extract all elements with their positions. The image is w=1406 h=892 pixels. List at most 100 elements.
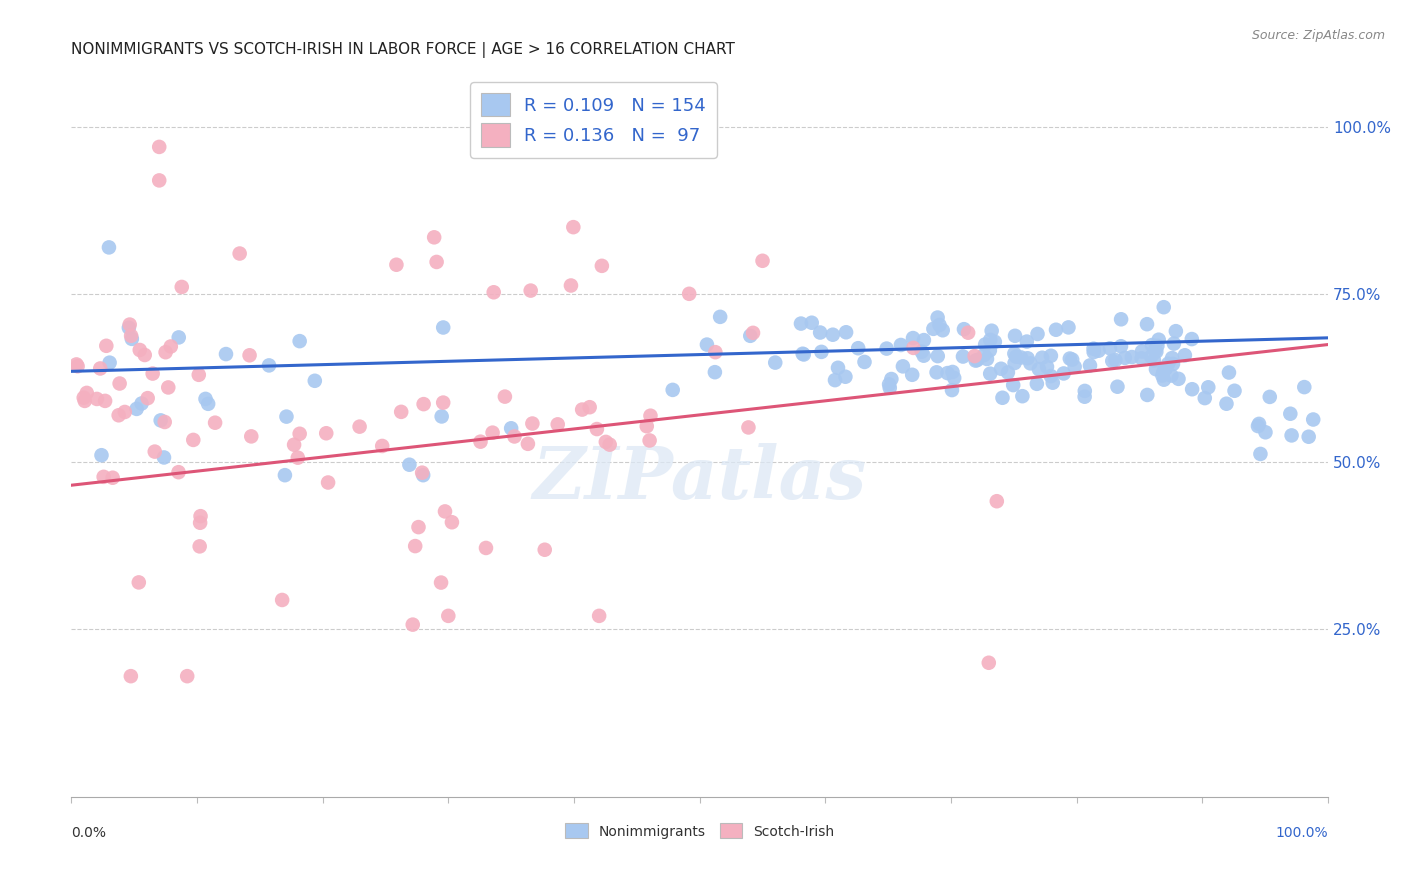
Point bbox=[835, 325, 858, 339]
Point bbox=[1083, 345, 1105, 359]
Point bbox=[1140, 350, 1163, 364]
Point bbox=[1249, 447, 1271, 461]
Point bbox=[142, 367, 165, 381]
Point bbox=[159, 339, 181, 353]
Point bbox=[911, 344, 934, 359]
Point bbox=[901, 368, 924, 382]
Point bbox=[599, 437, 621, 451]
Point bbox=[562, 220, 585, 235]
Point bbox=[1121, 350, 1143, 364]
Point bbox=[792, 347, 814, 361]
Point bbox=[155, 345, 177, 359]
Point bbox=[595, 434, 617, 449]
Point bbox=[1098, 341, 1121, 355]
Point bbox=[1073, 390, 1095, 404]
Point bbox=[187, 368, 209, 382]
Point bbox=[148, 140, 170, 154]
Point bbox=[430, 409, 453, 424]
Point bbox=[1163, 336, 1185, 351]
Point bbox=[398, 458, 420, 472]
Point bbox=[1042, 376, 1064, 390]
Point bbox=[118, 318, 141, 332]
Point bbox=[1197, 380, 1219, 394]
Point bbox=[901, 331, 924, 345]
Point bbox=[1254, 425, 1277, 440]
Point bbox=[965, 353, 987, 368]
Point bbox=[426, 255, 449, 269]
Point bbox=[876, 342, 898, 356]
Point bbox=[810, 344, 832, 359]
Point bbox=[974, 337, 997, 351]
Point bbox=[1302, 412, 1324, 426]
Point bbox=[927, 310, 949, 325]
Point bbox=[976, 351, 998, 366]
Legend: Nonimmigrants, Scotch-Irish: Nonimmigrants, Scotch-Irish bbox=[560, 818, 839, 844]
Point bbox=[481, 425, 503, 440]
Point bbox=[149, 413, 172, 427]
Point bbox=[751, 253, 773, 268]
Point bbox=[742, 326, 765, 340]
Point bbox=[853, 355, 876, 369]
Point bbox=[1057, 320, 1080, 334]
Point bbox=[903, 341, 925, 355]
Point bbox=[977, 656, 1000, 670]
Point bbox=[928, 318, 950, 332]
Point bbox=[1161, 351, 1184, 365]
Point bbox=[108, 376, 131, 391]
Point bbox=[1143, 353, 1166, 368]
Point bbox=[1025, 376, 1047, 391]
Point bbox=[560, 278, 582, 293]
Point bbox=[1063, 359, 1085, 374]
Point bbox=[1015, 334, 1038, 349]
Point bbox=[1107, 380, 1129, 394]
Point bbox=[891, 359, 914, 374]
Point bbox=[128, 343, 150, 357]
Point bbox=[107, 409, 129, 423]
Point bbox=[990, 361, 1012, 376]
Point bbox=[808, 326, 831, 340]
Text: NONIMMIGRANTS VS SCOTCH-IRISH IN LABOR FORCE | AGE > 16 CORRELATION CHART: NONIMMIGRANTS VS SCOTCH-IRISH IN LABOR F… bbox=[72, 42, 735, 58]
Point bbox=[1279, 407, 1302, 421]
Point bbox=[157, 380, 180, 394]
Point bbox=[1101, 354, 1123, 368]
Point bbox=[73, 391, 96, 405]
Point bbox=[131, 396, 153, 410]
Point bbox=[1062, 352, 1084, 367]
Point bbox=[125, 401, 148, 416]
Point bbox=[167, 330, 190, 344]
Point bbox=[404, 539, 426, 553]
Point bbox=[315, 426, 337, 441]
Point bbox=[547, 417, 569, 432]
Point bbox=[519, 284, 541, 298]
Point bbox=[371, 439, 394, 453]
Point bbox=[412, 397, 434, 411]
Point bbox=[1130, 344, 1153, 359]
Point bbox=[941, 365, 963, 379]
Point bbox=[167, 465, 190, 479]
Point bbox=[1281, 428, 1303, 442]
Point bbox=[578, 401, 600, 415]
Point bbox=[640, 409, 662, 423]
Point bbox=[1010, 351, 1032, 365]
Point bbox=[1298, 430, 1320, 444]
Point bbox=[482, 285, 505, 300]
Point bbox=[134, 348, 156, 362]
Point bbox=[1114, 351, 1136, 365]
Point bbox=[1031, 351, 1053, 365]
Text: 100.0%: 100.0% bbox=[1275, 826, 1329, 839]
Point bbox=[1143, 343, 1166, 357]
Point bbox=[1019, 356, 1042, 370]
Point bbox=[118, 320, 141, 334]
Point bbox=[763, 356, 786, 370]
Point bbox=[704, 345, 727, 359]
Point bbox=[821, 327, 844, 342]
Point bbox=[402, 617, 425, 632]
Point bbox=[533, 542, 555, 557]
Point bbox=[204, 416, 226, 430]
Point bbox=[1026, 326, 1049, 341]
Point bbox=[973, 348, 995, 362]
Point bbox=[638, 434, 661, 448]
Point bbox=[912, 333, 935, 347]
Point bbox=[316, 475, 339, 490]
Point bbox=[408, 520, 430, 534]
